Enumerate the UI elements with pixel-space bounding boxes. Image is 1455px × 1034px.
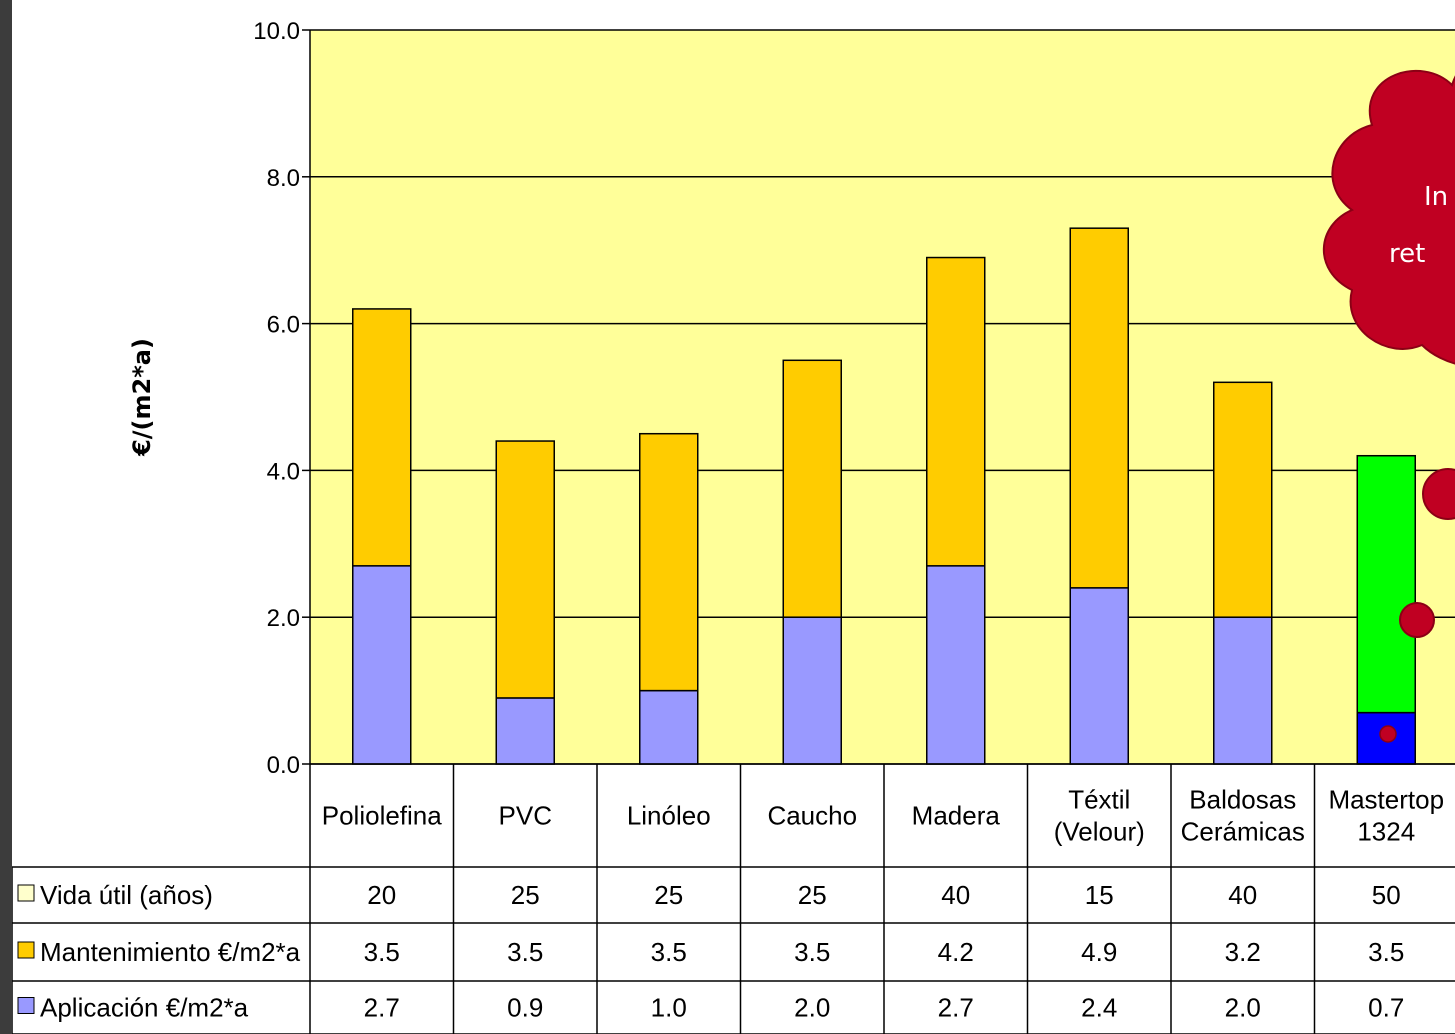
category-label: 1324 <box>1357 817 1415 847</box>
table-cell: 25 <box>511 880 540 910</box>
table-cell: 2.0 <box>794 993 830 1023</box>
y-tick-label: 0.0 <box>267 752 300 779</box>
legend-label-mantenimiento: Mantenimiento €/m2*a <box>40 937 301 967</box>
table-cell: 15 <box>1085 880 1114 910</box>
callout-markers <box>1379 468 1455 743</box>
bar-mantenimiento <box>782 359 842 618</box>
plot-area <box>310 30 1455 764</box>
bar-mantenimiento <box>1069 227 1129 589</box>
table-cell: 40 <box>941 880 970 910</box>
table-cell: 25 <box>798 880 827 910</box>
table-cell: 0.9 <box>507 993 543 1023</box>
bar-mantenimiento <box>1213 381 1273 618</box>
category-label: Linóleo <box>627 801 711 831</box>
bar-aplicacion <box>926 565 986 765</box>
bar-aplicacion <box>639 689 699 765</box>
bar-aplicacion <box>1213 616 1273 765</box>
bar-aplicacion <box>495 697 555 765</box>
table-cell: 4.9 <box>1081 937 1117 967</box>
bar-aplicacion <box>352 565 412 765</box>
table-cell: 25 <box>654 880 683 910</box>
legend-label-vida: Vida útil (años) <box>40 880 213 910</box>
category-label: (Velour) <box>1054 817 1145 847</box>
y-tick-label: 10.0 <box>253 18 300 45</box>
table-cell: 4.2 <box>938 937 974 967</box>
callout-marker <box>1399 602 1435 638</box>
legend-swatch-aplicacion <box>17 997 35 1014</box>
bar-aplicacion <box>1069 587 1129 765</box>
category-label: Caucho <box>767 801 857 831</box>
category-label: PVC <box>499 801 552 831</box>
y-axis-ticks: 0.0 2.0 4.0 6.0 8.0 10.0 <box>253 18 311 779</box>
bar-mantenimiento <box>926 256 986 567</box>
y-axis-label: €/(m2*a) <box>128 338 156 457</box>
category-label: Mastertop <box>1328 785 1444 815</box>
bar-aplicacion <box>782 616 842 765</box>
bar-mantenimiento <box>495 440 555 699</box>
table-cell: 3.5 <box>1368 937 1404 967</box>
category-label: Madera <box>912 801 1001 831</box>
bar-mantenimiento <box>1356 454 1416 714</box>
callout-text-line-1: In <box>1424 182 1448 212</box>
callout-cloud-shape <box>1322 69 1455 365</box>
table-cell: 3.5 <box>651 937 687 967</box>
data-table: Poliolefina PVC Linóleo Caucho Madera Téxtil(… <box>12 763 1455 1034</box>
y-tick-label: 6.0 <box>267 312 300 339</box>
table-cell: 3.2 <box>1225 937 1261 967</box>
bar-mantenimiento <box>352 308 412 567</box>
y-tick-label: 4.0 <box>267 458 300 485</box>
category-label: Baldosas <box>1189 785 1296 815</box>
category-label: Cerámicas <box>1181 817 1305 847</box>
y-tick-label: 8.0 <box>267 165 300 192</box>
category-label: Poliolefina <box>322 801 443 831</box>
legend-swatch-vida <box>17 884 35 902</box>
table-cell: 20 <box>367 880 396 910</box>
table-cell: 2.0 <box>1225 993 1261 1023</box>
callout-marker <box>1422 468 1455 520</box>
table-cell: 40 <box>1228 880 1257 910</box>
table-cell: 2.4 <box>1081 993 1117 1023</box>
table-cell: 3.5 <box>364 937 400 967</box>
callout-cloud: In ret <box>1322 69 1455 365</box>
table-cell: 1.0 <box>651 993 687 1023</box>
category-label: Téxtil <box>1068 785 1130 815</box>
table-cell: 3.5 <box>794 937 830 967</box>
bar-mantenimiento <box>639 432 699 692</box>
table-cell: 2.7 <box>364 993 400 1023</box>
legend-swatch-mantenimiento <box>17 941 35 959</box>
callout-marker <box>1379 725 1397 743</box>
table-cell: 50 <box>1372 880 1401 910</box>
table-cell: 2.7 <box>938 993 974 1023</box>
table-cell: 0.7 <box>1368 993 1404 1023</box>
y-tick-label: 2.0 <box>267 605 300 632</box>
stacked-bar-chart: 0.0 2.0 4.0 6.0 8.0 10.0 €/(m2*a) Poliolefina… <box>12 18 1455 1034</box>
chart-stage: 0.0 2.0 4.0 6.0 8.0 10.0 €/(m2*a) Poliolefina… <box>12 0 1455 1034</box>
legend-label-aplicacion: Aplicación €/m2*a <box>40 993 249 1023</box>
bars <box>352 227 1416 765</box>
table-cell: 3.5 <box>507 937 543 967</box>
callout-text-line-2: ret <box>1389 239 1425 269</box>
